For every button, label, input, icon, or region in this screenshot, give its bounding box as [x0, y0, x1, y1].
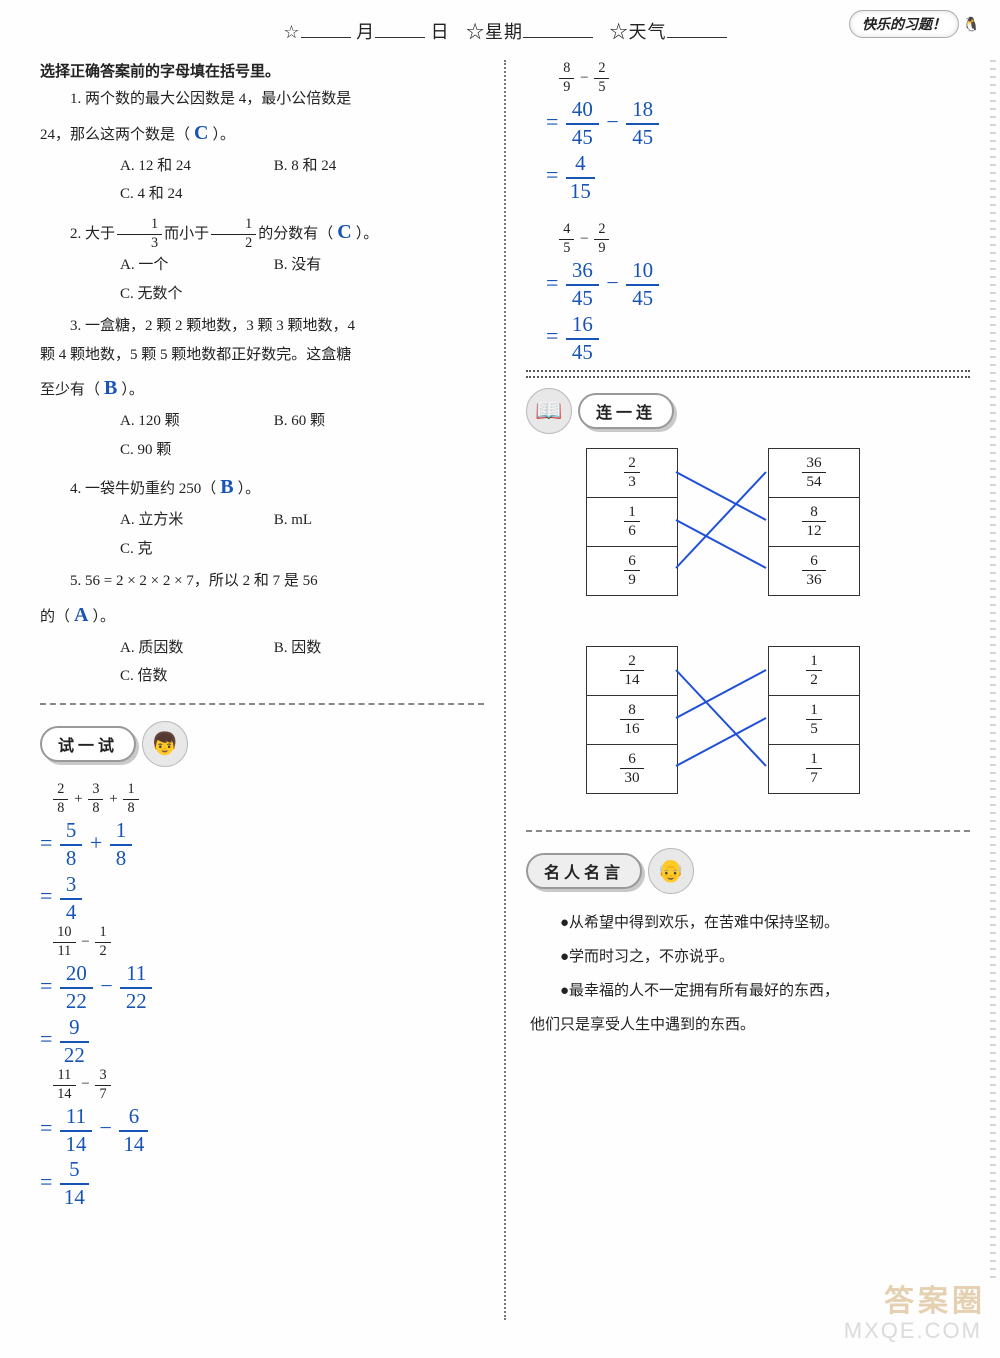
match-cell: 3654 — [768, 448, 860, 498]
match-cell: 23 — [586, 448, 678, 498]
question-2: 2. 大于13而小于12的分数有（C）。 A. 一个 B. 没有 C. 无数个 — [40, 213, 484, 309]
quote-2: ●学而时习之，不亦说乎。 — [530, 942, 970, 972]
match-group-1: 231669 3654812636 — [586, 448, 970, 596]
right-wavy-border — [990, 60, 996, 1278]
q1-opt-c: C. 4 和 24 — [120, 186, 183, 202]
calc-4: 89 − 25 = 4045 − 1845 = 415 — [546, 60, 970, 203]
q4-answer: B — [216, 476, 237, 498]
q2-opt-c: C. 无数个 — [120, 286, 183, 302]
q2-answer: C — [333, 221, 355, 243]
match-tag: 📖 连一连 — [526, 388, 970, 434]
match-cell: 15 — [768, 696, 860, 745]
q3-opt-a: A. 120 颗 — [120, 407, 270, 436]
quote-3: ●最幸福的人不一定拥有所有最好的东西， — [530, 976, 970, 1006]
calc-2: 1011 − 12 = 2022 − 1122 = 922 — [40, 924, 484, 1067]
q1-opt-b: B. 8 和 24 — [274, 158, 337, 174]
match-cell: 16 — [586, 498, 678, 547]
q2-opt-b: B. 没有 — [274, 257, 322, 273]
divider-h-dotted — [526, 370, 970, 372]
q4-opt-c: C. 克 — [120, 541, 153, 557]
question-5: 5. 56 = 2 × 2 × 2 × 7，所以 2 和 7 是 56 的（A）… — [40, 567, 484, 691]
corner-bubble: 快乐的习题！ — [849, 10, 959, 38]
match-cell: 17 — [768, 745, 860, 794]
match-cell: 812 — [768, 498, 860, 547]
q2-opt-a: A. 一个 — [120, 251, 270, 280]
right-column: 89 − 25 = 4045 − 1845 = 415 45 − 29 = 36… — [526, 60, 970, 1320]
match-cell: 214 — [586, 646, 678, 696]
question-1: 1. 两个数的最大公因数是 4，最小公倍数是 24，那么这两个数是（C）。 A.… — [40, 85, 484, 209]
q1-answer: C — [190, 122, 212, 144]
divider-h2 — [526, 830, 970, 832]
q3-answer: B — [100, 377, 121, 399]
match-cell: 816 — [586, 696, 678, 745]
divider-h — [40, 703, 484, 705]
q4-opt-a: A. 立方米 — [120, 506, 270, 535]
left-column: 选择正确答案前的字母填在括号里。 1. 两个数的最大公因数是 4，最小公倍数是 … — [40, 60, 484, 1320]
match-cell: 630 — [586, 745, 678, 794]
question-4: 4. 一袋牛奶重约 250（B）。 A. 立方米 B. mL C. 克 — [40, 468, 484, 563]
q5-opt-a: A. 质因数 — [120, 634, 270, 663]
match-cell: 69 — [586, 547, 678, 596]
q3-opt-c: C. 90 颗 — [120, 442, 171, 458]
calc-5: 45 − 29 = 3645 − 1045 = 1645 — [546, 221, 970, 364]
corner-tag: 快乐的习题！ 🐧 — [849, 10, 980, 38]
q4-opt-b: B. mL — [274, 512, 312, 528]
watermark-en: MXQE.COM — [844, 1318, 982, 1344]
q1-opt-a: A. 12 和 24 — [120, 152, 270, 181]
quote-3b: 他们只是享受人生中遇到的东西。 — [530, 1010, 970, 1040]
quotes-tag: 名人名言 👴 — [526, 848, 970, 894]
match-cell: 636 — [768, 547, 860, 596]
q3-opt-b: B. 60 颗 — [274, 413, 325, 429]
calc-1: 28 + 38 + 18 = 58 + 18 = 34 — [40, 781, 484, 924]
question-3: 3. 一盒糖，2 颗 2 颗地数，3 颗 3 颗地数，4 颗 4 颗地数，5 颗… — [40, 312, 484, 464]
match-cell: 12 — [768, 646, 860, 696]
divider-v — [504, 60, 506, 1320]
quotes-block: ●从希望中得到欢乐，在苦难中保持坚韧。 ●学而时习之，不亦说乎。 ●最幸福的人不… — [526, 908, 970, 1040]
penguin-icon: 🐧 — [963, 18, 980, 33]
section-intro: 选择正确答案前的字母填在括号里。 — [40, 60, 484, 81]
child-reading-icon: 📖 — [526, 388, 572, 434]
quote-1: ●从希望中得到欢乐，在苦难中保持坚韧。 — [530, 908, 970, 938]
date-header: ☆ 月 日 ☆星期 ☆天气 — [40, 18, 970, 44]
child-icon: 👦 — [142, 721, 188, 767]
calc-3: 1114 − 37 = 1114 − 614 = 514 — [40, 1066, 484, 1209]
divider-h-dotted2 — [526, 376, 970, 378]
q5-opt-b: B. 因数 — [274, 640, 322, 656]
q5-answer: A — [70, 604, 92, 626]
try-it-tag: 试一试 👦 — [40, 721, 484, 767]
match-group-2: 214816630 121517 — [586, 646, 970, 794]
q5-opt-c: C. 倍数 — [120, 668, 168, 684]
watermark-cn: 答案圈 — [884, 1276, 986, 1320]
elder-icon: 👴 — [648, 848, 694, 894]
